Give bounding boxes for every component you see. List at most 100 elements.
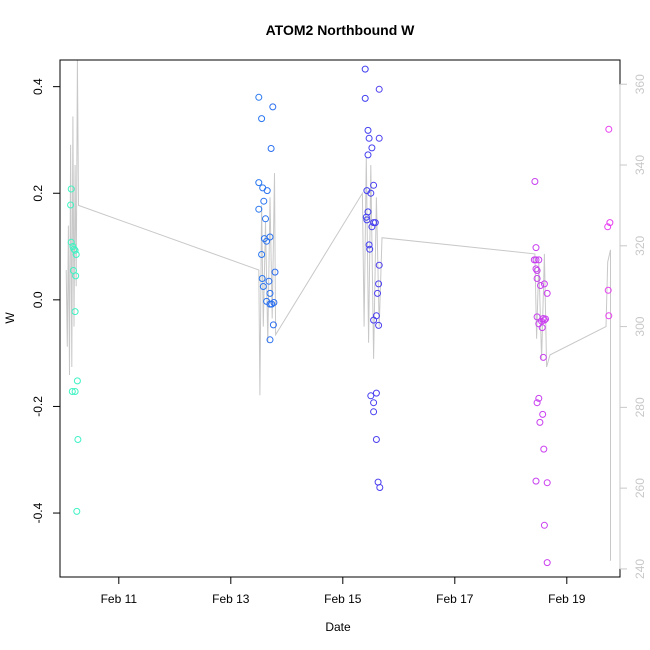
data-point: [269, 103, 277, 111]
data-point: [258, 275, 266, 282]
data-point: [271, 268, 279, 276]
data-point: [71, 308, 79, 316]
data-point: [376, 484, 384, 491]
data-point: [263, 187, 271, 195]
data-point: [266, 233, 274, 241]
data-point: [531, 178, 539, 185]
data-point: [67, 185, 75, 193]
data-point: [72, 251, 80, 258]
x-tick-label: Feb 15: [324, 592, 362, 606]
y-axis: -0.4 -0.2 0.0 0.2 0.4: [31, 78, 61, 523]
data-point: [605, 125, 613, 133]
data-point: [262, 215, 269, 223]
secondary-line: [65, 59, 611, 561]
data-point: [375, 134, 383, 142]
y2-tick-label: 360: [633, 74, 647, 94]
y-tick-label: 0.2: [31, 185, 45, 202]
data-point: [375, 280, 383, 288]
data-point: [67, 238, 75, 246]
data-point: [362, 213, 370, 221]
y-tick-label: 0.0: [31, 291, 45, 308]
data-point: [374, 289, 381, 297]
data-point: [71, 388, 79, 395]
data-point: [72, 272, 80, 280]
data-point: [74, 436, 82, 443]
data-point: [266, 289, 274, 297]
data-point: [370, 399, 378, 407]
data-point: [255, 93, 263, 101]
data-point: [532, 265, 540, 273]
data-point: [372, 436, 380, 443]
data-point: [535, 394, 543, 402]
data-point: [68, 388, 76, 395]
secondary-y-axis: 240 260 280 300 320 340 360: [619, 74, 647, 579]
data-point: [543, 289, 551, 297]
data-point: [540, 521, 548, 529]
data-point: [73, 377, 81, 385]
data-point: [71, 246, 79, 254]
data-point: [604, 223, 612, 231]
data-point: [367, 189, 375, 197]
chart-title: ATOM2 Northbound W: [266, 22, 416, 38]
data-point: [259, 184, 267, 192]
data-point: [543, 479, 551, 487]
data-point: [542, 315, 549, 323]
x-tick-label: Feb 17: [436, 592, 474, 606]
data-point: [368, 144, 376, 152]
data-point: [364, 151, 372, 159]
data-point: [365, 134, 373, 142]
data-point: [532, 256, 540, 264]
data-point: [267, 145, 275, 152]
data-point: [361, 65, 369, 73]
data-point: [265, 277, 273, 285]
y-axis-label: W: [3, 312, 17, 324]
data-point: [368, 223, 376, 231]
data-point: [270, 299, 278, 306]
data-point: [255, 179, 263, 187]
data-point: [67, 201, 75, 209]
data-point: [259, 283, 267, 290]
data-point: [533, 275, 541, 282]
data-point: [366, 245, 374, 253]
data-point: [533, 399, 541, 407]
scatter-series: [67, 65, 614, 567]
data-point: [269, 321, 277, 329]
data-point: [532, 477, 540, 485]
data-point: [605, 312, 613, 320]
data-point: [361, 94, 369, 102]
data-point: [367, 392, 375, 400]
data-point: [537, 282, 544, 289]
x-tick-label: Feb 19: [548, 592, 586, 606]
y2-tick-label: 280: [633, 397, 647, 417]
x-tick-label: Feb 13: [212, 592, 250, 606]
y2-tick-label: 260: [633, 478, 647, 498]
data-point: [255, 205, 263, 213]
data-point: [540, 445, 548, 453]
data-point: [606, 219, 614, 227]
data-point: [263, 237, 271, 245]
data-point: [375, 321, 383, 329]
data-point: [364, 126, 372, 134]
data-point: [363, 216, 371, 224]
y2-tick-label: 240: [633, 559, 647, 579]
data-point: [538, 324, 546, 332]
data-point: [370, 316, 378, 324]
data-point: [604, 286, 612, 294]
x-tick-label: Feb 11: [101, 592, 138, 606]
data-point: [372, 389, 380, 397]
data-point: [375, 85, 383, 93]
y2-tick-label: 300: [633, 316, 647, 336]
secondary-line-series: [65, 59, 611, 561]
data-point: [533, 313, 541, 321]
data-point: [370, 181, 378, 189]
data-point: [258, 251, 266, 258]
y-tick-label: -0.2: [31, 396, 45, 417]
data-point: [533, 267, 541, 274]
y-tick-label: 0.4: [31, 78, 45, 95]
y-tick-label: -0.4: [31, 502, 45, 523]
data-point: [370, 408, 378, 416]
data-point: [258, 115, 266, 123]
data-point: [371, 219, 379, 227]
data-point: [266, 336, 274, 344]
